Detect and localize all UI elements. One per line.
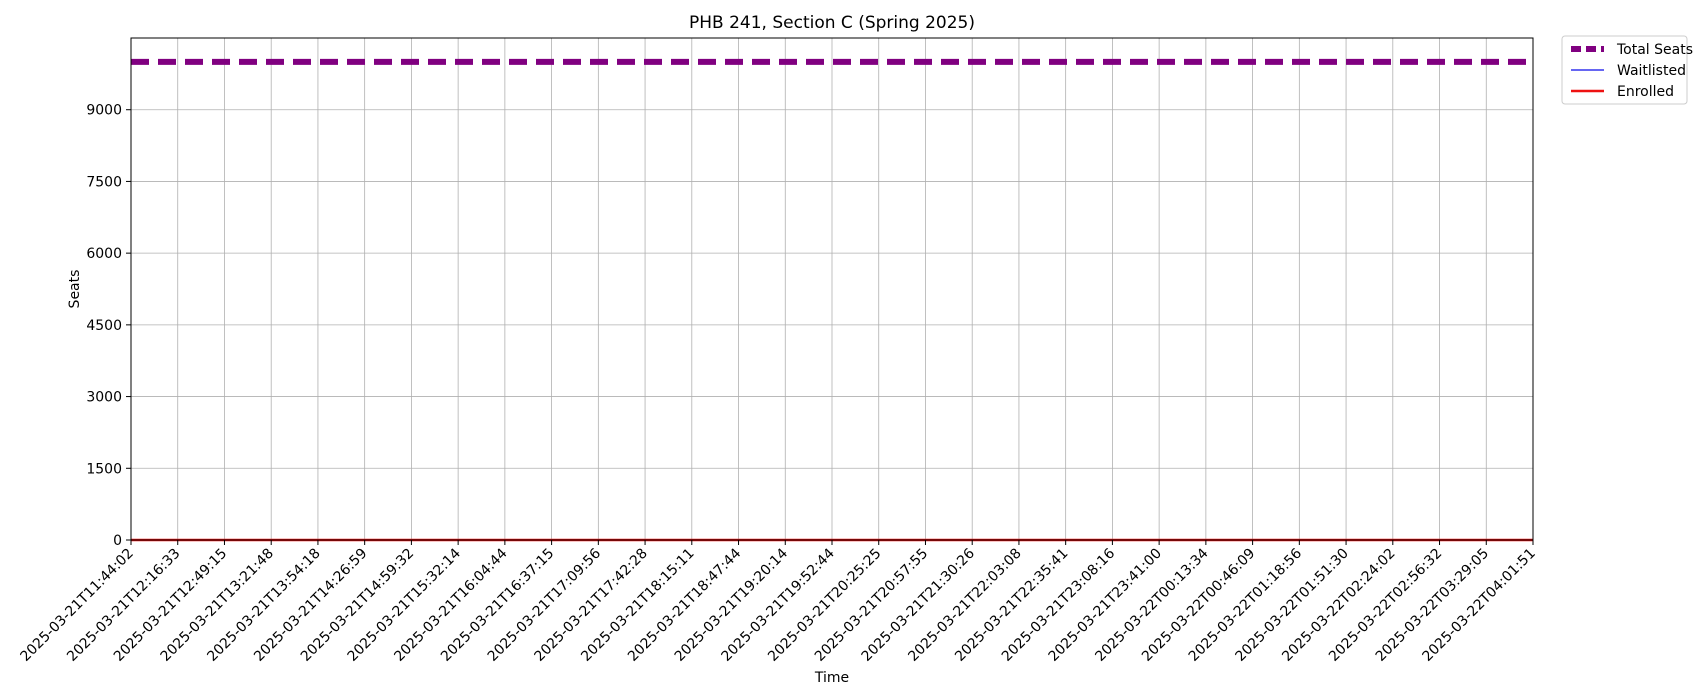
legend: Total Seats Waitlisted Enrolled xyxy=(1561,35,1693,105)
y-tick-label: 1500 xyxy=(86,461,122,477)
y-tick-label: 4500 xyxy=(86,318,122,334)
y-tick-label: 7500 xyxy=(86,174,122,190)
chart-title: PHB 241, Section C (Spring 2025) xyxy=(689,13,975,33)
legend-frame xyxy=(1561,35,1688,105)
y-tick-label: 9000 xyxy=(86,103,122,119)
y-tick-label: 3000 xyxy=(86,390,122,406)
legend-items: Total Seats Waitlisted Enrolled xyxy=(1571,42,1693,100)
legend-label: Waitlisted xyxy=(1617,63,1686,79)
grid xyxy=(130,38,1534,541)
x-axis-label: Time xyxy=(814,670,849,686)
y-axis-label: Seats xyxy=(67,270,83,309)
legend-label: Total Seats xyxy=(1616,42,1693,58)
y-ticks: 0 1500 3000 4500 6000 7500 9000 xyxy=(86,103,131,549)
y-tick-label: 6000 xyxy=(86,246,122,262)
legend-label: Enrolled xyxy=(1617,84,1674,100)
y-tick-label: 0 xyxy=(113,533,122,549)
x-ticks: 2025-03-21T11:44:022025-03-21T12:16:3320… xyxy=(17,540,1539,665)
